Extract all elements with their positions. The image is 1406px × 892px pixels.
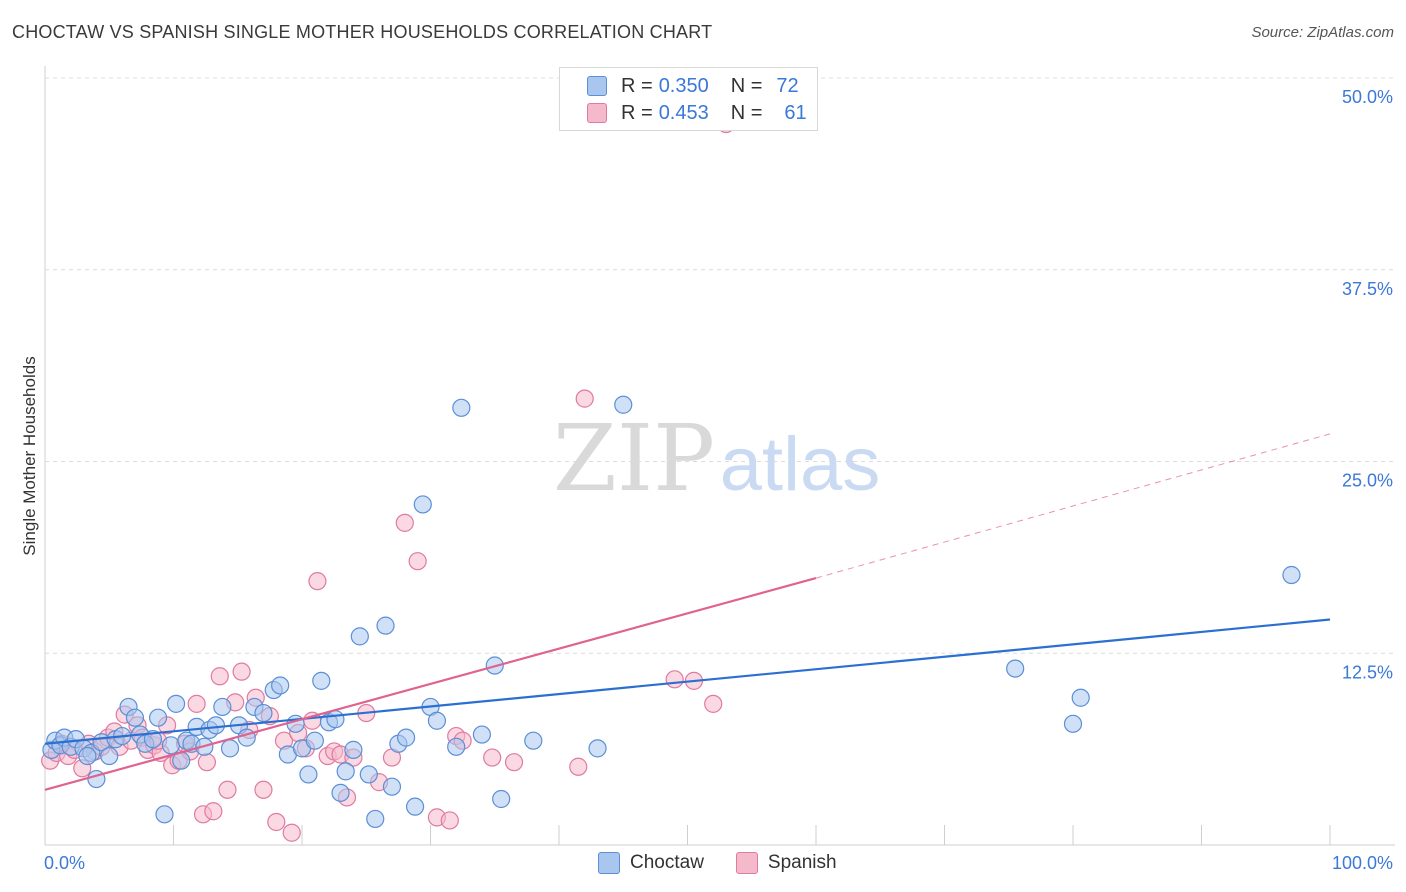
spanish-point[interactable] xyxy=(504,753,524,772)
x-tick-label-max: 100.0% xyxy=(1332,853,1393,873)
choctaw-point[interactable] xyxy=(78,746,97,766)
spanish-point[interactable] xyxy=(232,662,251,681)
choctaw-point[interactable] xyxy=(125,708,145,727)
spanish-swatch xyxy=(735,852,758,874)
source-label: Source: ZipAtlas.com xyxy=(1251,24,1394,41)
legend-item-choctaw[interactable]: Choctaw xyxy=(598,852,704,874)
spanish-point[interactable] xyxy=(440,811,459,830)
spanish-point[interactable] xyxy=(210,667,229,686)
spanish-point[interactable] xyxy=(187,694,206,713)
choctaw-point[interactable] xyxy=(492,789,511,809)
choctaw-point[interactable] xyxy=(1282,565,1301,585)
chart-title: CHOCTAW VS SPANISH SINGLE MOTHER HOUSEHO… xyxy=(12,22,713,42)
choctaw-point[interactable] xyxy=(148,708,168,727)
legend-label: Spanish xyxy=(767,852,837,873)
choctaw-point[interactable] xyxy=(213,697,232,717)
choctaw-point[interactable] xyxy=(1063,714,1083,733)
spanish-point[interactable] xyxy=(204,802,223,821)
y-tick-label: 12.5% xyxy=(1342,662,1393,682)
choctaw-point[interactable] xyxy=(305,731,324,750)
choctaw-point[interactable] xyxy=(614,395,633,414)
y-tick-labels: 12.5% 25.0% 37.5% 50.0% xyxy=(1342,87,1393,682)
legend-row-choctaw: R = 0.350 N = 72 xyxy=(587,74,799,98)
watermark-atlas: atlas xyxy=(720,422,881,507)
spanish-point[interactable] xyxy=(282,823,301,842)
choctaw-points xyxy=(42,395,1301,829)
choctaw-point[interactable] xyxy=(366,809,385,829)
choctaw-point[interactable] xyxy=(331,783,350,802)
r-label: R = xyxy=(621,101,653,124)
r-label: R = xyxy=(621,74,653,97)
spanish-point[interactable] xyxy=(575,389,594,408)
y-tick-label: 37.5% xyxy=(1342,279,1393,299)
choctaw-point[interactable] xyxy=(524,731,543,750)
choctaw-swatch xyxy=(598,852,620,874)
y-tick-label: 50.0% xyxy=(1342,87,1393,107)
spanish-trend-extension xyxy=(815,433,1331,579)
choctaw-point[interactable] xyxy=(376,616,395,635)
choctaw-point[interactable] xyxy=(427,711,447,730)
spanish-point[interactable] xyxy=(408,552,427,571)
spanish-point[interactable] xyxy=(569,757,588,776)
spanish-trend-line xyxy=(44,577,817,791)
r-value: 0.350 xyxy=(658,74,709,97)
choctaw-point[interactable] xyxy=(155,805,174,824)
choctaw-point[interactable] xyxy=(326,710,345,729)
choctaw-point[interactable] xyxy=(413,495,432,514)
choctaw-point[interactable] xyxy=(452,398,471,417)
spanish-point[interactable] xyxy=(704,694,723,713)
n-value: 61 xyxy=(784,101,807,124)
spanish-swatch xyxy=(587,103,607,123)
choctaw-point[interactable] xyxy=(1071,688,1090,707)
legend-item-spanish[interactable]: Spanish xyxy=(735,852,837,874)
choctaw-point[interactable] xyxy=(382,777,402,796)
n-value: 72 xyxy=(776,74,799,97)
choctaw-point[interactable] xyxy=(299,765,318,784)
legend-label: Choctaw xyxy=(630,852,704,873)
choctaw-point[interactable] xyxy=(405,797,425,816)
x-ticks xyxy=(173,825,1331,845)
choctaw-point[interactable] xyxy=(220,739,240,758)
spanish-point[interactable] xyxy=(395,513,414,532)
correlation-legend: R = 0.350 N = 72 R = 0.453 N = 61 xyxy=(559,67,818,131)
choctaw-point[interactable] xyxy=(312,671,331,690)
spanish-point[interactable] xyxy=(665,670,684,689)
choctaw-point[interactable] xyxy=(336,762,355,781)
spanish-point[interactable] xyxy=(308,572,327,591)
choctaw-point[interactable] xyxy=(396,728,416,747)
spanish-point[interactable] xyxy=(483,748,502,767)
choctaw-point[interactable] xyxy=(100,746,119,766)
series-legend: Choctaw Spanish xyxy=(598,852,869,874)
choctaw-trend-line xyxy=(44,618,1331,745)
choctaw-swatch xyxy=(587,76,607,96)
watermark-zip: ZIP xyxy=(553,405,715,512)
choctaw-point[interactable] xyxy=(206,716,226,735)
n-label: N = xyxy=(730,74,763,97)
choctaw-point[interactable] xyxy=(166,694,186,713)
choctaw-point[interactable] xyxy=(161,736,181,755)
choctaw-point[interactable] xyxy=(588,739,607,758)
choctaw-point[interactable] xyxy=(447,737,466,756)
y-tick-label: 25.0% xyxy=(1342,471,1393,491)
trend-lines xyxy=(44,433,1331,791)
spanish-point[interactable] xyxy=(218,780,237,799)
spanish-point[interactable] xyxy=(267,812,286,832)
legend-row-spanish: R = 0.453 N = 61 xyxy=(587,101,807,125)
choctaw-point[interactable] xyxy=(254,703,273,723)
spanish-point[interactable] xyxy=(254,780,273,799)
choctaw-point[interactable] xyxy=(359,765,378,784)
spanish-point[interactable] xyxy=(197,753,217,772)
choctaw-point[interactable] xyxy=(472,725,491,744)
choctaw-point[interactable] xyxy=(350,627,369,646)
choctaw-point[interactable] xyxy=(1006,659,1025,678)
choctaw-point[interactable] xyxy=(143,730,163,749)
n-label: N = xyxy=(730,101,763,124)
x-tick-label-min: 0.0% xyxy=(44,853,85,873)
choctaw-point[interactable] xyxy=(344,740,363,759)
choctaw-point[interactable] xyxy=(271,676,290,695)
r-value: 0.453 xyxy=(658,101,709,124)
